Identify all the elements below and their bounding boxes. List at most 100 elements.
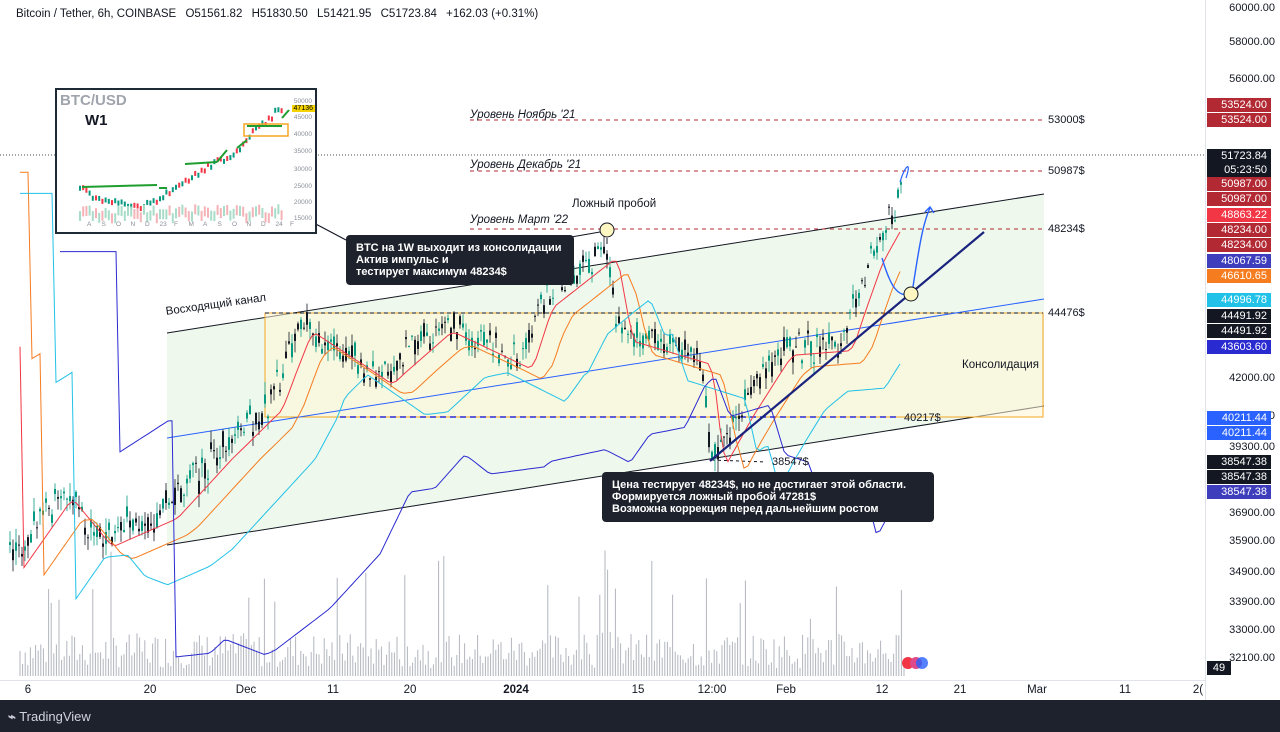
inset-weekly-chart[interactable]: BTC/USD W1 47136 50000 45000 40000 35000 300… [55,88,317,234]
candle-body [327,340,329,351]
inset-candle [274,107,277,113]
inset-volume-bar [171,213,174,224]
inset-volume-bar [123,210,126,221]
candle-body [510,364,512,370]
candle-body [369,378,371,380]
inset-candle [139,206,142,212]
candle-body [141,521,143,531]
candle-body [723,436,725,438]
candle-body [603,246,605,254]
inset-candle [223,158,225,164]
inset-candle [226,156,229,162]
candle-body [438,328,440,331]
candle-body [123,530,125,532]
ohlc-open: O51561.82 [185,8,243,20]
candle-body [111,536,113,545]
candle-body [345,347,347,361]
candle-body [378,371,380,373]
price-tick: 36900.00 [1229,507,1275,519]
candle-body [492,353,494,356]
candle-body [357,365,359,374]
time-axis[interactable]: 6 20 Dec 11 20 2024 15 12:00 Feb 12 21 Mar 11 2( [0,680,1205,701]
time-tick: 20 [403,684,417,696]
price-tag: 48067.59 [1207,254,1271,268]
candle-body [612,287,614,295]
candle-body [543,305,545,314]
candle-body [891,215,893,225]
candle-body [396,360,398,371]
inset-volume-bar [213,211,216,222]
candle-body [225,450,227,452]
inset-volume-bar [101,210,104,221]
candle-body [279,389,281,392]
inset-volume-bar [152,205,155,216]
candle-body [297,323,299,330]
inset-volume-bar [130,206,133,217]
candle-body [324,342,326,346]
inset-connector [311,221,347,241]
time-tick: 2( [1192,684,1204,696]
inset-volume-bar [159,209,161,220]
inset-candle [271,116,273,122]
candle-body [243,431,245,433]
candle-body [348,350,350,355]
inset-title: BTC/USD [60,92,127,109]
price-chart[interactable] [0,0,1205,680]
tradingview-logo[interactable]: ⌁ TradingView [8,709,91,724]
candle-body [336,343,338,347]
candle-body [426,332,428,336]
candle-body [726,433,728,435]
candle-body [33,511,35,521]
candle-body [774,355,776,357]
inset-volume-bar [143,204,145,215]
candle-body [153,528,155,533]
candle-body [684,339,686,350]
inset-candle [155,199,158,205]
callout-breakout[interactable]: BTC на 1W выходит из консолидации Актив … [346,235,574,285]
price-tick: 39300.00 [1229,441,1275,453]
inset-candle [133,202,136,208]
candle-body [669,334,671,344]
candle-body [51,514,53,523]
inset-volume-bar [219,208,222,219]
candle-body [756,373,758,379]
candle-body [465,332,467,341]
candle-body [729,437,731,446]
candle-body [288,341,290,344]
candle-body [705,396,707,408]
candle-body [381,371,383,377]
inset-candle [203,168,206,174]
candle-body [714,444,716,458]
candle-body [174,487,176,505]
candle-body [840,343,842,347]
price-tick: 33000.00 [1229,624,1275,636]
candle-body [870,245,872,249]
inset-candle [85,187,88,193]
ohlc-low: L51421.95 [317,8,372,20]
symbol-name[interactable]: Bitcoin / Tether, 6h, COINBASE [16,8,177,20]
level-dec21-price: 50987$ [1048,165,1085,177]
inset-volume-bar [242,206,245,217]
candle-body [885,230,887,233]
inset-candle [165,189,168,195]
candle-body [414,339,416,355]
candle-body [12,549,14,561]
inset-consolidation-box [243,123,289,137]
candle-body [207,478,209,480]
candle-body [321,348,323,354]
candle-body [291,343,293,358]
symbol-header: Bitcoin / Tether, 6h, COINBASE O51561.82… [16,8,544,20]
inset-time-tick: F [174,221,178,228]
candle-body [24,546,26,551]
candle-body [783,337,785,351]
candle-body [615,323,617,328]
candle-body [384,361,386,364]
candle-body [552,297,554,299]
candle-body [702,374,704,382]
inset-candle [171,187,174,193]
candle-body [672,337,674,343]
inset-time-tick: O [232,221,238,228]
callout-correction[interactable]: Цена тестирует 48234$, но не достигает э… [602,472,934,522]
candle-body [237,421,239,430]
